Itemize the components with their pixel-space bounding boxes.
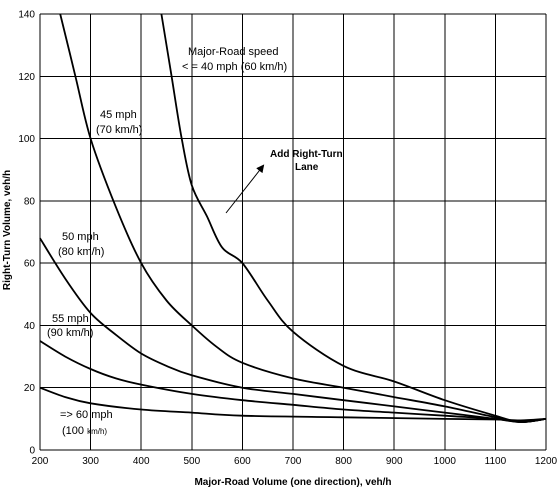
x-tick-labels: 200 300 400 500 600 700 800 900 1000 1100 1200 <box>32 456 558 467</box>
series-curve-45mph <box>59 13 547 423</box>
speed-header-label-line1: Major-Road speed <box>188 46 279 58</box>
x-tick-label-10: 1200 <box>535 456 558 467</box>
series-50mph-label-line2: (80 km/h) <box>58 246 104 258</box>
y-tick-label-1: 20 <box>24 383 36 394</box>
x-tick-label-7: 900 <box>386 456 403 467</box>
series-curve-60mph <box>39 386 547 422</box>
series-50mph-label-line1: 50 mph <box>62 231 99 243</box>
series-45mph-label-line1: 45 mph <box>100 109 137 121</box>
x-tick-label-2: 400 <box>133 456 150 467</box>
x-tick-label-4: 600 <box>234 456 251 467</box>
y-axis-title: Right-Turn Volume, veh/h <box>2 170 13 290</box>
x-tick-label-5: 700 <box>285 456 302 467</box>
x-tick-label-6: 800 <box>335 456 352 467</box>
add-right-turn-arrow <box>225 164 265 214</box>
x-tick-label-0: 200 <box>32 456 49 467</box>
series-60mph-label-main: (100 <box>62 425 87 437</box>
series-60mph-label-line2: (100 km/h) <box>62 425 107 437</box>
series-curves <box>39 13 547 423</box>
chart-grid <box>39 13 547 451</box>
series-curve-40mph <box>160 13 547 423</box>
x-tick-label-9: 1100 <box>485 456 507 467</box>
series-60mph-label-small: km/h) <box>87 427 107 436</box>
speed-header-label-line2: < = 40 mph (60 km/h) <box>182 61 287 73</box>
y-tick-label-0: 0 <box>29 446 35 457</box>
y-tick-label-3: 60 <box>24 259 36 270</box>
y-tick-label-2: 40 <box>24 321 36 332</box>
y-tick-label-4: 80 <box>24 196 36 207</box>
x-tick-label-1: 300 <box>82 456 99 467</box>
add-right-turn-label-line1: Add Right-Turn <box>270 149 343 160</box>
x-tick-label-8: 1000 <box>434 456 457 467</box>
series-55mph-label-line2: (90 km/h) <box>47 327 93 339</box>
add-right-turn-label-line2: Lane <box>295 162 319 173</box>
y-tick-label-7: 140 <box>18 10 35 21</box>
y-tick-label-5: 100 <box>18 134 35 145</box>
series-60mph-label-line1: => 60 mph <box>60 409 113 421</box>
series-55mph-label-line1: 55 mph <box>52 313 89 325</box>
series-45mph-label-line2: (70 km/h) <box>96 124 142 136</box>
y-tick-labels: 0 20 40 60 80 100 120 140 <box>18 10 35 457</box>
y-tick-label-6: 120 <box>18 72 35 83</box>
x-axis-title: Major-Road Volume (one direction), veh/h <box>194 477 391 488</box>
x-tick-label-3: 500 <box>183 456 200 467</box>
